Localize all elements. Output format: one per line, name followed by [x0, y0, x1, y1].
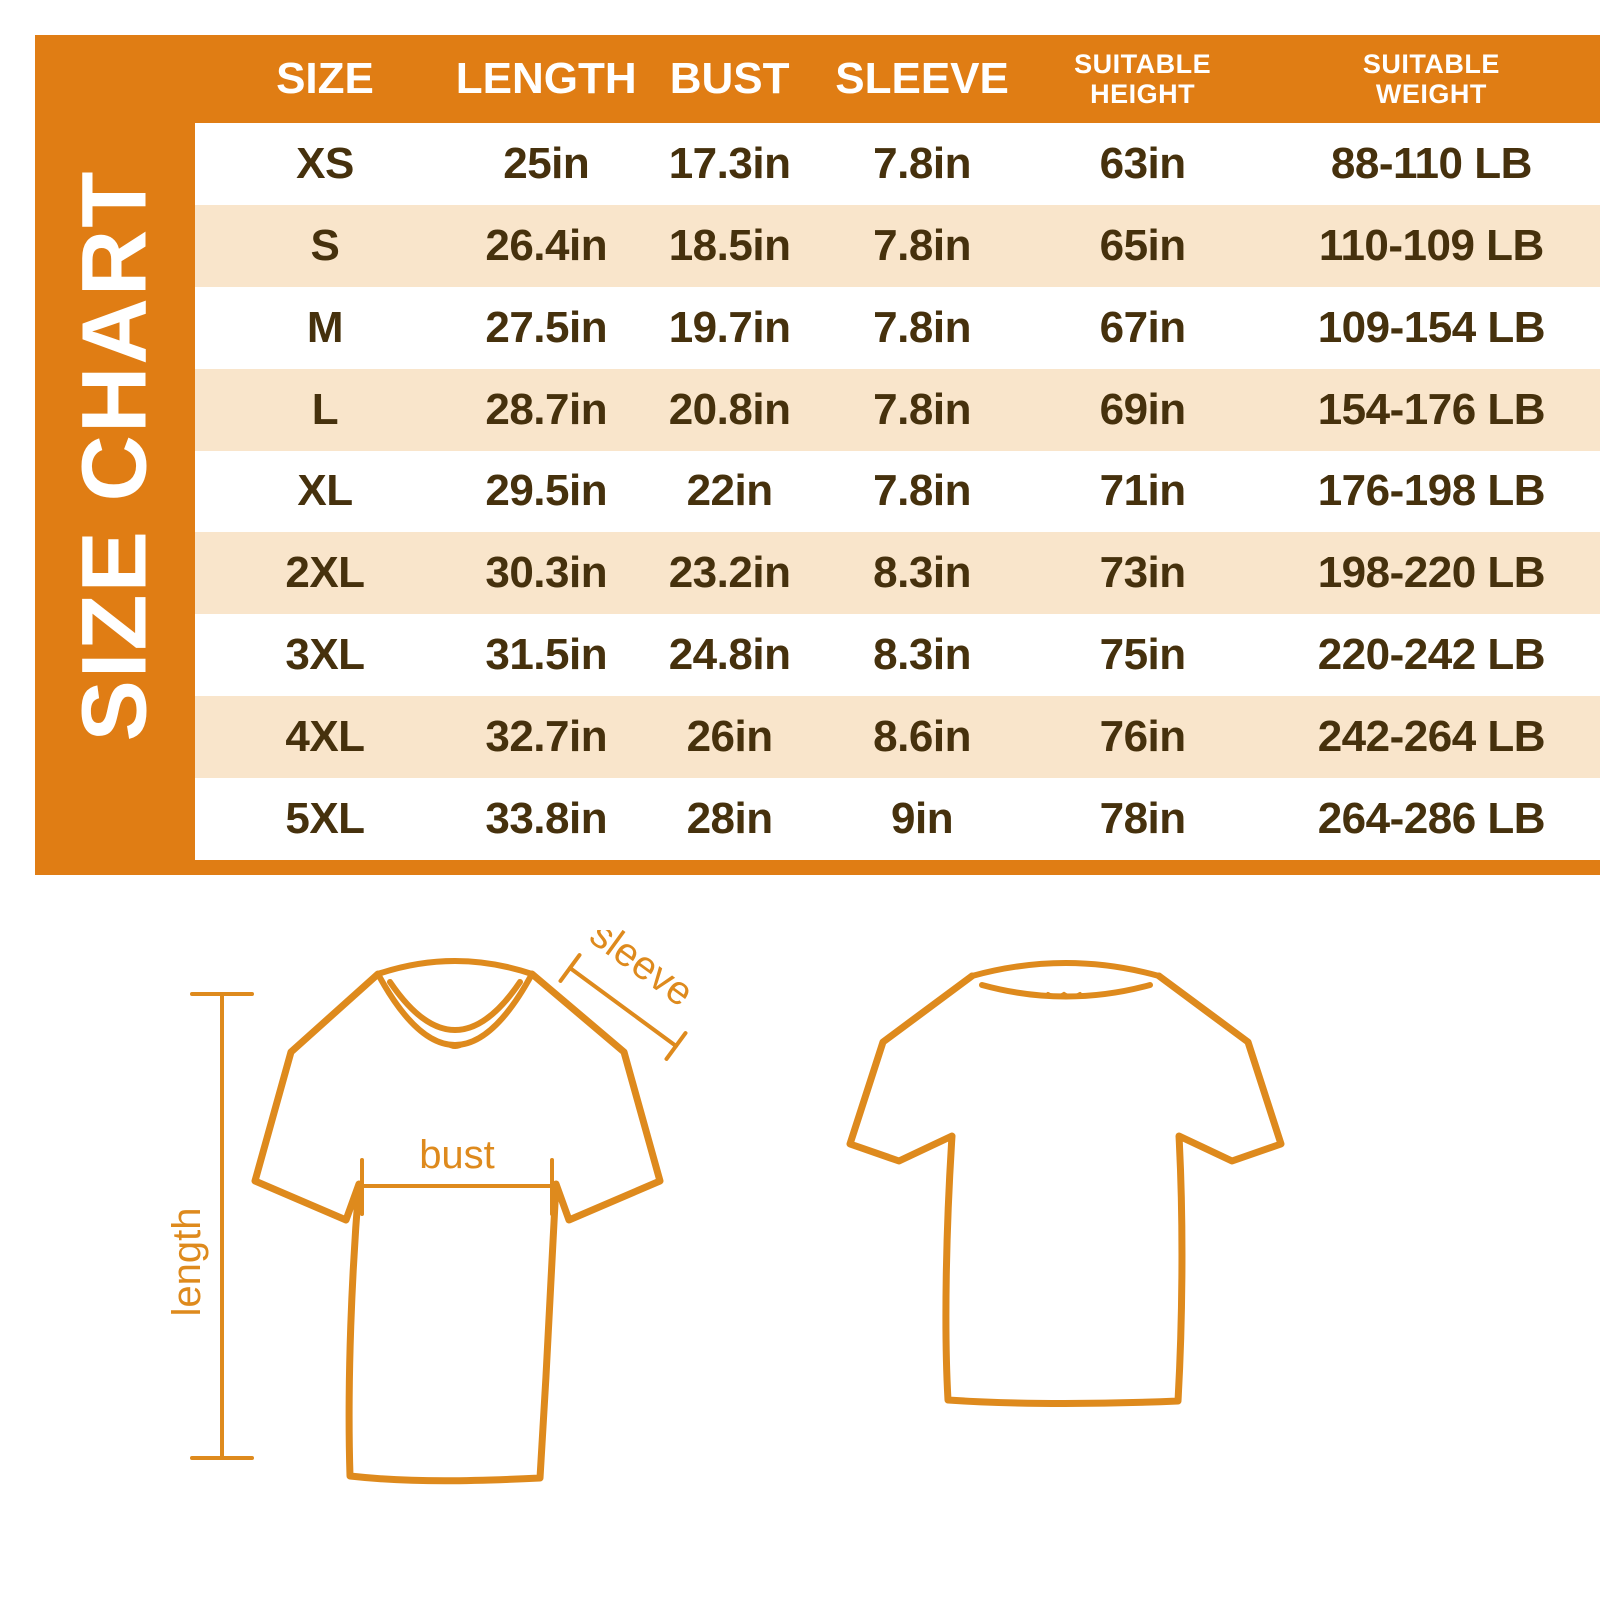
bust-cell: 22in [637, 450, 822, 533]
sleeve-cell: 8.3in [821, 614, 1023, 697]
height-cell: 63in [1022, 123, 1263, 205]
size-cell: 5XL [195, 778, 455, 860]
tshirt-back-drawing [846, 960, 1285, 1407]
size-cell: S [195, 204, 455, 287]
sleeve-cell: 7.8in [821, 204, 1023, 287]
chart-panel: SIZE CHART SIZE LENGTH BUST SLEEVE SUITA… [35, 35, 1600, 875]
height-cell: 67in [1022, 286, 1263, 369]
table-row: 2XL 30.3in 23.2in 8.3in 73in 198-220 LB [195, 532, 1600, 615]
tshirt-front-drawing [251, 958, 664, 1485]
height-cell: 73in [1022, 532, 1263, 615]
length-cell: 33.8in [454, 778, 638, 860]
height-cell: 76in [1022, 696, 1263, 778]
column-header-suitable-height: SUITABLE HEIGHT [1074, 48, 1212, 109]
weight-cell: 198-220 LB [1262, 532, 1600, 615]
page-title: SIZE CHART [63, 169, 166, 741]
table-row: 3XL 31.5in 24.8in 8.3in 75in 220-242 LB [195, 614, 1600, 697]
weight-cell: 220-242 LB [1262, 614, 1600, 697]
weight-cell: 176-198 LB [1262, 450, 1600, 533]
column-header-bust: BUST [669, 54, 790, 103]
table-row: XL 29.5in 22in 7.8in 71in 176-198 LB [195, 450, 1600, 533]
sidebar: SIZE CHART [35, 35, 195, 875]
weight-cell: 110-109 LB [1262, 204, 1600, 287]
size-cell: XS [195, 123, 455, 205]
column-header-sleeve: SLEEVE [835, 54, 1009, 103]
weight-cell: 154-176 LB [1262, 368, 1600, 451]
bust-cell: 18.5in [637, 204, 822, 287]
column-header-suitable-weight: SUITABLE WEIGHT [1362, 48, 1500, 109]
measurement-diagram: length bust sleeve [0, 930, 1600, 1550]
weight-cell: 242-264 LB [1262, 696, 1600, 778]
weight-cell: 88-110 LB [1262, 123, 1600, 205]
height-cell: 71in [1022, 450, 1263, 533]
bust-measure-line: bust [360, 1133, 554, 1216]
height-cell: 69in [1022, 368, 1263, 451]
sleeve-cell: 9in [821, 778, 1023, 860]
tshirt-diagram-svg: length bust sleeve [165, 930, 1285, 1485]
column-header-length: LENGTH [455, 54, 637, 103]
length-cell: 30.3in [454, 532, 638, 615]
bust-cell: 20.8in [637, 368, 822, 451]
size-cell: 2XL [195, 532, 455, 615]
sleeve-cell: 7.8in [821, 450, 1023, 533]
sleeve-cell: 7.8in [821, 286, 1023, 369]
table-row: M 27.5in 19.7in 7.8in 67in 109-154 LB [195, 286, 1600, 369]
table-row: S 26.4in 18.5in 7.8in 65in 110-109 LB [195, 204, 1600, 287]
size-table-body: XS 25in 17.3in 7.8in 63in 88-110 LB S 26… [195, 123, 1600, 860]
length-cell: 31.5in [454, 614, 638, 697]
size-table-wrap: SIZE LENGTH BUST SLEEVE SUITABLE HEIGHT … [195, 35, 1600, 860]
height-cell: 65in [1022, 204, 1263, 287]
bust-cell: 26in [637, 696, 822, 778]
size-cell: M [195, 286, 455, 369]
bust-cell: 23.2in [637, 532, 822, 615]
bust-cell: 24.8in [637, 614, 822, 697]
length-cell: 27.5in [454, 286, 638, 369]
size-cell: 3XL [195, 614, 455, 697]
table-row: XS 25in 17.3in 7.8in 63in 88-110 LB [195, 123, 1600, 205]
size-cell: L [195, 368, 455, 451]
bust-cell: 28in [637, 778, 822, 860]
bust-label: bust [419, 1133, 495, 1177]
sleeve-cell: 8.6in [821, 696, 1023, 778]
bust-cell: 17.3in [637, 123, 822, 205]
length-cell: 25in [454, 123, 638, 205]
weight-cell: 109-154 LB [1262, 286, 1600, 369]
table-row: 4XL 32.7in 26in 8.6in 76in 242-264 LB [195, 696, 1600, 778]
length-cell: 28.7in [454, 368, 638, 451]
length-measure-line: length [165, 992, 254, 1460]
bust-cell: 19.7in [637, 286, 822, 369]
height-cell: 78in [1022, 778, 1263, 860]
size-cell: 4XL [195, 696, 455, 778]
length-cell: 29.5in [454, 450, 638, 533]
table-row: 5XL 33.8in 28in 9in 78in 264-286 LB [195, 778, 1600, 860]
sleeve-label: sleeve [582, 930, 701, 1015]
length-cell: 32.7in [454, 696, 638, 778]
size-cell: XL [195, 450, 455, 533]
table-row: L 28.7in 20.8in 7.8in 69in 154-176 LB [195, 368, 1600, 451]
sleeve-cell: 7.8in [821, 368, 1023, 451]
sleeve-cell: 8.3in [821, 532, 1023, 615]
sleeve-cell: 7.8in [821, 123, 1023, 205]
size-table: SIZE LENGTH BUST SLEEVE SUITABLE HEIGHT … [195, 35, 1600, 860]
length-cell: 26.4in [454, 204, 638, 287]
header-row: SIZE LENGTH BUST SLEEVE SUITABLE HEIGHT … [195, 35, 1600, 123]
height-cell: 75in [1022, 614, 1263, 697]
length-label: length [165, 1208, 209, 1317]
column-header-size: SIZE [276, 54, 374, 103]
weight-cell: 264-286 LB [1262, 778, 1600, 860]
